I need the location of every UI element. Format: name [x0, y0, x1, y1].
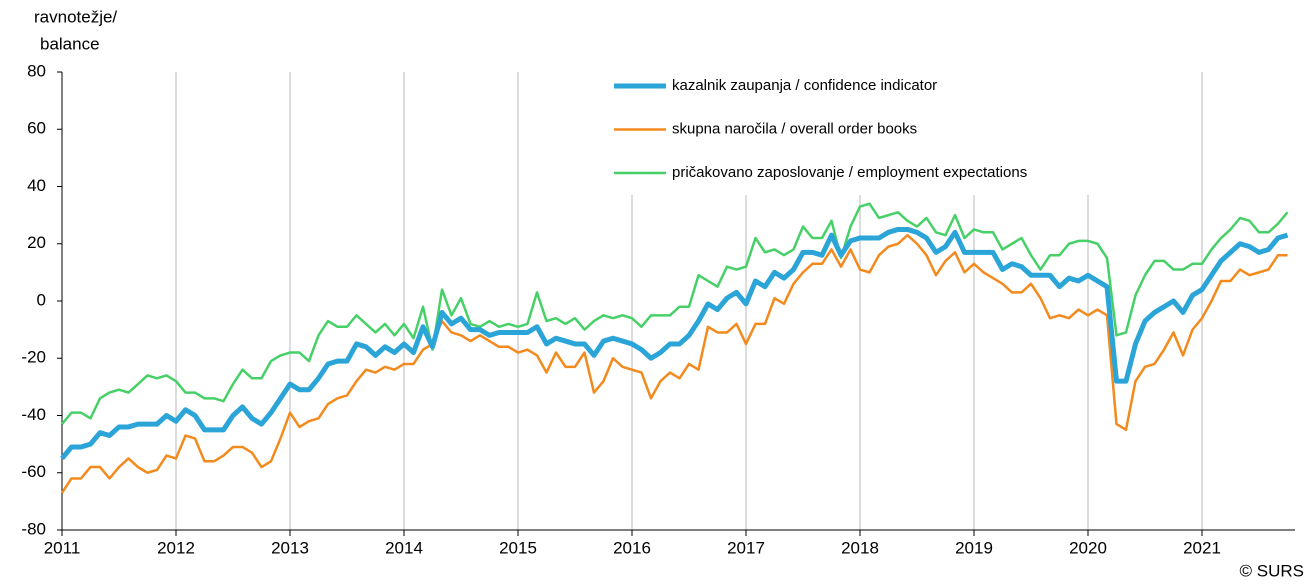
legend-label: pričakovano zaposlovanje / employment ex…	[672, 164, 1027, 181]
series-line	[60, 226, 1289, 461]
x-tick-label: 2021	[1183, 538, 1221, 557]
x-tick-label: 2014	[385, 538, 423, 557]
x-tick-label: 2011	[44, 538, 81, 557]
y-tick-label: 80	[27, 61, 46, 80]
x-tick-label: 2015	[499, 538, 537, 557]
y-tick-label: -80	[21, 519, 46, 538]
y-axis-title: balance	[40, 34, 100, 53]
x-tick-label: 2019	[955, 538, 993, 557]
y-tick-label: -40	[21, 405, 46, 424]
y-tick-label: -20	[21, 348, 46, 367]
series-line	[61, 202, 1289, 425]
series-line	[60, 233, 1288, 494]
y-axis-title: ravnotežje/	[34, 7, 117, 26]
x-tick-label: 2018	[841, 538, 879, 557]
x-tick-label: 2020	[1069, 538, 1107, 557]
legend-background	[605, 70, 1125, 195]
y-tick-label: 20	[27, 233, 46, 252]
x-tick-label: 2012	[157, 538, 195, 557]
x-tick-label: 2013	[271, 538, 309, 557]
source: © SURS	[1240, 561, 1304, 580]
legend-label: skupna naročila / overall order books	[672, 120, 917, 137]
x-tick-label: 2017	[727, 538, 765, 557]
x-tick-label: 2016	[613, 538, 651, 557]
legend-label: kazalnik zaupanja / confidence indicator	[672, 77, 937, 94]
y-tick-label: 0	[37, 290, 46, 309]
y-tick-label: 60	[27, 119, 46, 138]
y-tick-label: 40	[27, 176, 46, 195]
y-tick-label: -60	[21, 462, 46, 481]
